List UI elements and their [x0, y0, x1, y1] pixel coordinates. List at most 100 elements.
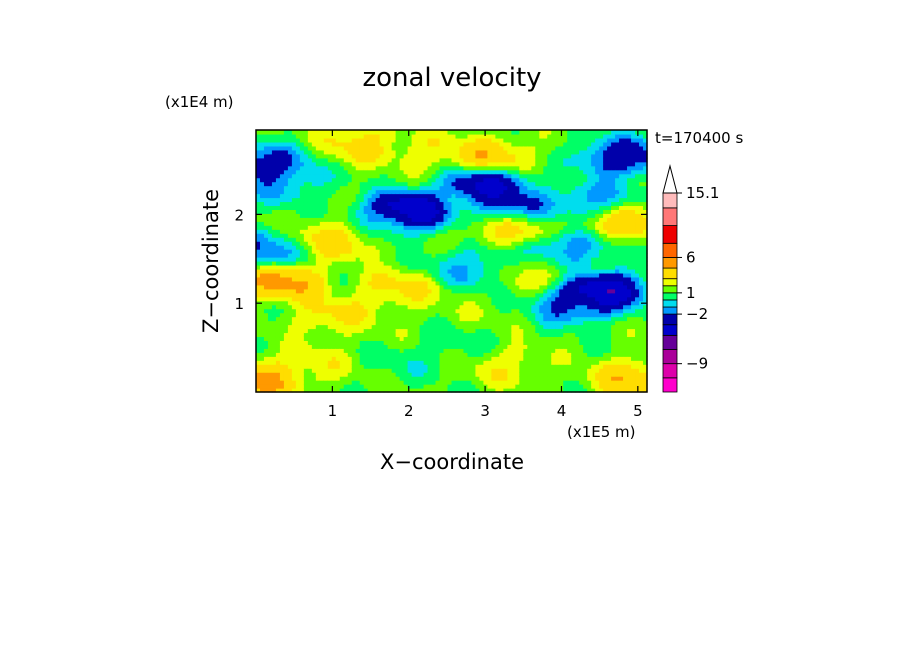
heatmap-cell	[271, 189, 277, 195]
heatmap-cell	[343, 197, 349, 203]
heatmap-cell	[379, 312, 385, 318]
heatmap-cell	[515, 308, 520, 314]
heatmap-cell	[411, 201, 417, 207]
heatmap-cell	[475, 288, 481, 294]
heatmap-cell	[299, 272, 305, 278]
heatmap-cell	[535, 161, 540, 167]
heatmap-cell	[463, 344, 469, 349]
heatmap-cell	[399, 368, 405, 373]
heatmap-cell	[447, 233, 453, 238]
heatmap-cell	[355, 356, 361, 361]
heatmap-cell	[307, 141, 313, 147]
heatmap-cell	[315, 225, 321, 230]
heatmap-cell	[331, 340, 337, 345]
heatmap-cell	[551, 284, 556, 290]
heatmap-cell	[383, 284, 389, 290]
heatmap-cell	[487, 380, 492, 385]
heatmap-cell	[303, 217, 309, 222]
heatmap-cell	[483, 384, 489, 389]
heatmap-cell	[495, 316, 500, 322]
heatmap-cell	[411, 245, 417, 250]
heatmap-cell	[459, 304, 465, 310]
heatmap-cell	[323, 161, 329, 167]
heatmap-cell	[343, 173, 349, 179]
heatmap-cell	[431, 268, 437, 274]
heatmap-cell	[535, 153, 540, 159]
heatmap-cell	[343, 205, 349, 210]
heatmap-cell	[363, 245, 369, 250]
heatmap-cell	[335, 145, 341, 151]
heatmap-cell	[467, 217, 473, 222]
heatmap-cell	[275, 209, 281, 214]
heatmap-cell	[327, 380, 333, 385]
heatmap-cell	[375, 284, 381, 290]
heatmap-cell	[375, 292, 381, 298]
heatmap-cell	[435, 229, 441, 234]
heatmap-cell	[399, 161, 405, 167]
heatmap-cell	[487, 205, 492, 210]
heatmap-cell	[463, 245, 469, 250]
heatmap-cell	[523, 165, 528, 171]
heatmap-cell	[495, 308, 500, 314]
heatmap-cell	[407, 372, 413, 377]
heatmap-cell	[423, 336, 429, 341]
heatmap-cell	[331, 237, 337, 242]
heatmap-cell	[519, 241, 524, 246]
heatmap-cell	[443, 368, 449, 373]
heatmap-cell	[263, 253, 269, 258]
heatmap-cell	[403, 264, 409, 270]
heatmap-cell	[395, 233, 401, 238]
heatmap-cell	[531, 237, 536, 242]
heatmap-cell	[347, 368, 353, 373]
heatmap-cell	[415, 221, 421, 226]
heatmap-cell	[367, 340, 373, 345]
heatmap-cell	[271, 280, 277, 286]
heatmap-cell	[343, 356, 349, 361]
heatmap-cell	[419, 145, 425, 151]
heatmap-cell	[263, 233, 269, 238]
heatmap-cell	[543, 165, 548, 171]
heatmap-cell	[367, 165, 373, 171]
heatmap-cell	[359, 300, 365, 306]
heatmap-cell	[535, 332, 540, 338]
heatmap-cell	[527, 344, 532, 349]
heatmap-cell	[319, 304, 325, 310]
heatmap-cell	[451, 324, 457, 330]
heatmap-cell	[315, 264, 321, 270]
heatmap-cell	[331, 149, 337, 155]
heatmap-cell	[259, 332, 265, 338]
heatmap-cell	[499, 272, 504, 278]
heatmap-cell	[555, 257, 560, 262]
heatmap-cell	[287, 292, 293, 298]
heatmap-cell	[539, 276, 544, 282]
heatmap-cell	[475, 388, 481, 393]
heatmap-cell	[415, 145, 421, 151]
heatmap-cell	[295, 376, 301, 381]
heatmap-cell	[323, 384, 329, 389]
heatmap-cell	[451, 376, 457, 381]
heatmap-cell	[319, 336, 325, 341]
heatmap-cell	[275, 133, 281, 139]
heatmap-cell	[283, 261, 289, 266]
heatmap-cell	[479, 284, 485, 290]
heatmap-cell	[343, 296, 349, 302]
heatmap-cell	[419, 181, 425, 187]
heatmap-cell	[527, 264, 532, 270]
heatmap-cell	[319, 201, 325, 207]
heatmap-cell	[407, 253, 413, 258]
heatmap-cell	[331, 141, 337, 147]
heatmap-cell	[279, 372, 285, 377]
heatmap-cell	[279, 257, 285, 262]
heatmap-cell	[455, 201, 461, 207]
heatmap-cell	[491, 157, 496, 163]
heatmap-cell	[363, 364, 369, 369]
heatmap-cell	[339, 165, 345, 171]
heatmap-cell	[323, 364, 329, 369]
heatmap-cell	[387, 288, 393, 294]
heatmap-cell	[551, 157, 556, 163]
heatmap-cell	[395, 245, 401, 250]
heatmap-cell	[495, 229, 500, 234]
heatmap-cell	[335, 205, 341, 210]
heatmap-cell	[295, 133, 301, 139]
heatmap-cell	[555, 308, 560, 314]
